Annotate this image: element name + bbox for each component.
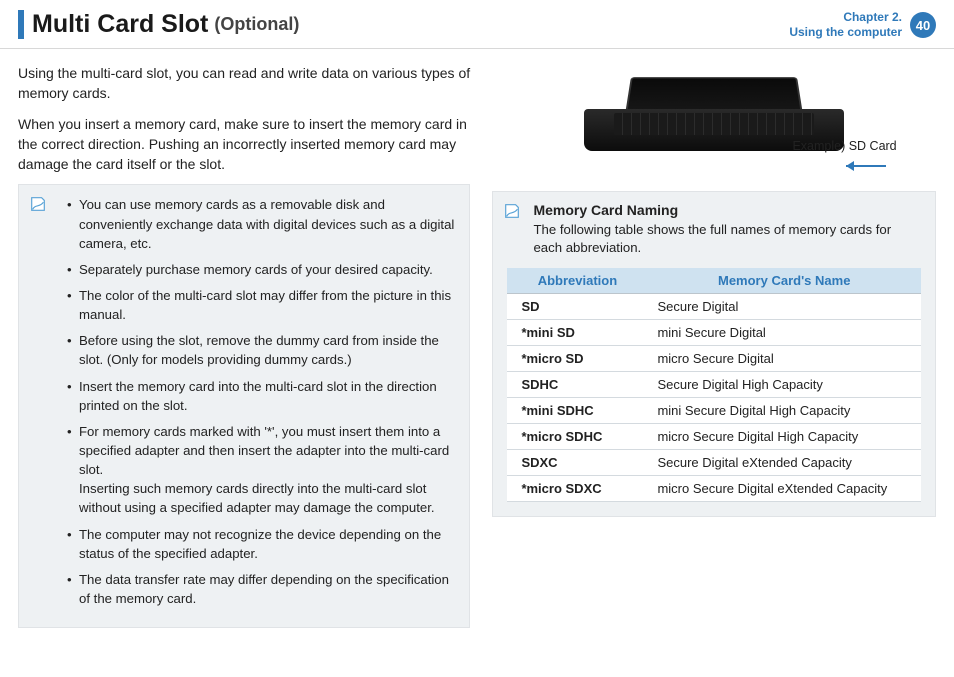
- naming-title: Memory Card Naming: [533, 202, 921, 218]
- note-item: You can use memory cards as a removable …: [67, 195, 455, 252]
- page-header: Multi Card Slot (Optional) Chapter 2. Us…: [0, 0, 954, 49]
- table-row: *micro SDHCmicro Secure Digital High Cap…: [507, 423, 921, 449]
- abbr-cell: SD: [507, 293, 647, 319]
- intro-text: Using the multi-card slot, you can read …: [18, 63, 470, 174]
- table-row: SDXCSecure Digital eXtended Capacity: [507, 449, 921, 475]
- table-row: SDHCSecure Digital High Capacity: [507, 371, 921, 397]
- naming-col-abbr: Abbreviation: [507, 268, 647, 294]
- table-row: SDSecure Digital: [507, 293, 921, 319]
- name-cell: mini Secure Digital: [647, 319, 921, 345]
- note-item: Before using the slot, remove the dummy …: [67, 331, 455, 369]
- chapter-block: Chapter 2. Using the computer 40: [789, 10, 936, 40]
- figure-caption: Example) SD Card: [792, 139, 896, 153]
- intro-paragraph: Using the multi-card slot, you can read …: [18, 63, 470, 104]
- abbr-cell: *mini SD: [507, 319, 647, 345]
- left-column: Using the multi-card slot, you can read …: [18, 63, 470, 628]
- abbr-cell: *micro SD: [507, 345, 647, 371]
- naming-col-name: Memory Card's Name: [647, 268, 921, 294]
- name-cell: micro Secure Digital: [647, 345, 921, 371]
- name-cell: mini Secure Digital High Capacity: [647, 397, 921, 423]
- page-number-badge: 40: [910, 12, 936, 38]
- abbr-cell: *micro SDXC: [507, 475, 647, 501]
- note-item: The computer may not recognize the devic…: [67, 525, 455, 563]
- note-line: For memory cards marked with '*', you mu…: [79, 422, 455, 479]
- note-line: The computer may not recognize the devic…: [79, 525, 455, 563]
- note-item: Separately purchase memory cards of your…: [67, 260, 455, 279]
- name-cell: Secure Digital: [647, 293, 921, 319]
- table-row: *micro SDmicro Secure Digital: [507, 345, 921, 371]
- table-row: *micro SDXCmicro Secure Digital eXtended…: [507, 475, 921, 501]
- note-line: Inserting such memory cards directly int…: [79, 479, 455, 517]
- abbr-cell: *micro SDHC: [507, 423, 647, 449]
- arrow-icon: [846, 161, 896, 171]
- laptop-keyboard: [614, 113, 814, 135]
- note-icon: [503, 202, 521, 220]
- page-title: Multi Card Slot: [32, 10, 208, 39]
- note-item: The data transfer rate may differ depend…: [67, 570, 455, 608]
- page-subtitle: (Optional): [214, 14, 299, 35]
- title-wrap: Multi Card Slot (Optional): [18, 10, 299, 39]
- note-line: You can use memory cards as a removable …: [79, 195, 455, 252]
- content: Using the multi-card slot, you can read …: [0, 49, 954, 628]
- note-item: For memory cards marked with '*', you mu…: [67, 422, 455, 518]
- chapter-line1: Chapter 2.: [789, 10, 902, 25]
- title-accent-bar: [18, 10, 24, 39]
- note-line: Insert the memory card into the multi-ca…: [79, 377, 455, 415]
- chapter-text: Chapter 2. Using the computer: [789, 10, 902, 40]
- note-line: Separately purchase memory cards of your…: [79, 260, 455, 279]
- note-line: The data transfer rate may differ depend…: [79, 570, 455, 608]
- naming-sub: The following table shows the full names…: [533, 221, 921, 258]
- note-line: The color of the multi-card slot may dif…: [79, 286, 455, 324]
- card-naming-box: Memory Card Naming The following table s…: [492, 191, 936, 517]
- table-row: *mini SDHCmini Secure Digital High Capac…: [507, 397, 921, 423]
- sd-arrow: [846, 161, 896, 171]
- right-column: Example) SD Card Memory Card Naming The …: [492, 63, 936, 628]
- note-item: The color of the multi-card slot may dif…: [67, 286, 455, 324]
- abbr-cell: SDHC: [507, 371, 647, 397]
- abbr-cell: SDXC: [507, 449, 647, 475]
- name-cell: Secure Digital High Capacity: [647, 371, 921, 397]
- laptop-figure: Example) SD Card: [492, 63, 936, 173]
- note-icon: [29, 195, 47, 213]
- intro-paragraph: When you insert a memory card, make sure…: [18, 114, 470, 175]
- notes-box: You can use memory cards as a removable …: [18, 184, 470, 628]
- abbr-cell: *mini SDHC: [507, 397, 647, 423]
- note-line: Before using the slot, remove the dummy …: [79, 331, 455, 369]
- name-cell: Secure Digital eXtended Capacity: [647, 449, 921, 475]
- name-cell: micro Secure Digital High Capacity: [647, 423, 921, 449]
- name-cell: micro Secure Digital eXtended Capacity: [647, 475, 921, 501]
- chapter-line2: Using the computer: [789, 25, 902, 40]
- notes-list: You can use memory cards as a removable …: [33, 195, 455, 608]
- note-item: Insert the memory card into the multi-ca…: [67, 377, 455, 415]
- naming-table: Abbreviation Memory Card's Name SDSecure…: [507, 268, 921, 502]
- table-row: *mini SDmini Secure Digital: [507, 319, 921, 345]
